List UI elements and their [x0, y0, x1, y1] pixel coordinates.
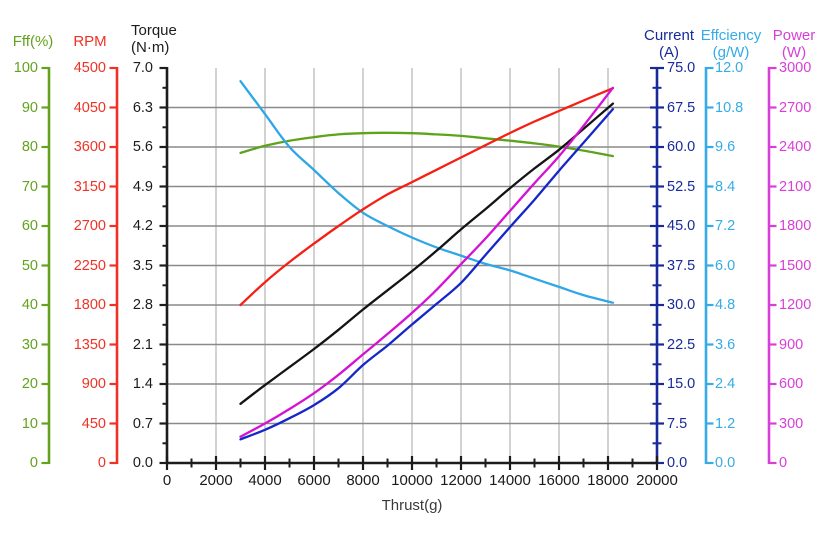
axis-torque-tick-label: 4.2 [132, 218, 153, 234]
axis-header-torque-line1: Torque [131, 22, 177, 39]
axis-efficiency-tick-label: 8.4 [715, 178, 736, 195]
series-fff-curve [239, 131, 615, 158]
axis-rpm-tick-label: 3600 [73, 139, 106, 155]
axis-current-tick-label: 52.5 [667, 178, 696, 195]
axis-efficiency-tick-label: 6.0 [715, 257, 736, 274]
axis-rpm-tick-label: 450 [81, 415, 106, 432]
axis-current-tick-label: 0.0 [667, 455, 688, 471]
axis-efficiency-tick-label: 12.0 [715, 60, 744, 76]
axis-current-tick-label: 60.0 [667, 139, 696, 155]
axis-header-rpm-line1: RPM [73, 33, 107, 50]
axis-current-tick-label: 30.0 [667, 297, 696, 313]
series-current-curve [239, 107, 615, 441]
axis-power-tick-label: 0 [779, 455, 788, 471]
axis-torque-tick-label: 6.3 [132, 99, 153, 116]
axis-torque-tick-label: 1.4 [132, 376, 153, 392]
axis-fff-tick-label: 0 [29, 455, 38, 471]
axis-efficiency-tick-label: 2.4 [715, 376, 736, 392]
axis-efficiency-tick-label: 9.6 [715, 139, 736, 155]
axis-rpm-tick-label: 4050 [73, 99, 106, 116]
axis-efficiency-tick-label: 1.2 [715, 415, 736, 432]
axis-header-power-line1: Power [772, 27, 816, 44]
x-axis-tick-label: 6000 [297, 472, 331, 489]
axis-power-tick-label: 600 [779, 376, 804, 392]
x-axis-tick-label: 18000 [587, 472, 629, 489]
axis-fff-tick-label: 20 [21, 376, 38, 392]
axis-header-torque-line2: (N·m) [131, 39, 170, 56]
series-rpm-curve [239, 87, 615, 307]
series-torque-curve [239, 102, 615, 405]
axis-header-current-line1: Current [643, 27, 695, 44]
axis-efficiency-tick-label: 4.8 [715, 297, 736, 313]
axis-current-tick-label: 75.0 [667, 60, 696, 76]
axis-fff-tick-label: 10 [21, 415, 38, 432]
axis-fff-tick-label: 90 [21, 99, 38, 116]
axis-fff-tick-label: 80 [21, 139, 38, 155]
axis-power-tick-label: 3000 [779, 60, 812, 76]
axis-fff-tick-label: 100 [13, 60, 38, 76]
axis-power-tick-label: 2100 [779, 178, 812, 195]
axis-fff-tick-label: 60 [21, 218, 38, 234]
axis-power-tick-label: 1800 [779, 218, 812, 234]
axis-power-tick-label: 2700 [779, 99, 812, 116]
axis-header-power-line2: (W) [781, 44, 807, 61]
x-axis-tick-label: 8000 [346, 472, 380, 489]
axis-rpm-tick-label: 2250 [73, 257, 106, 274]
axis-header-efficiency-line1: Effciency [700, 27, 762, 44]
axis-efficiency-tick-label: 0.0 [715, 455, 736, 471]
x-axis-title: Thrust(g) [381, 497, 443, 514]
axis-efficiency-tick-label: 10.8 [715, 99, 744, 116]
axis-header-efficiency-line2: (g/W) [712, 44, 750, 61]
axis-power-tick-label: 300 [779, 415, 804, 432]
axis-power-tick-label: 900 [779, 336, 804, 353]
axis-header-current-line2: (A) [659, 44, 679, 61]
axis-current-tick-label: 22.5 [667, 336, 696, 353]
axis-rpm-tick-label: 1350 [73, 336, 106, 353]
axis-torque-tick-label: 4.9 [132, 178, 153, 195]
axis-rpm-tick-label: 0 [97, 455, 106, 471]
axis-fff-tick-label: 70 [21, 178, 38, 195]
x-axis-tick-label: 0 [162, 472, 172, 489]
axis-power-tick-label: 1500 [779, 257, 812, 274]
axis-fff-tick-label: 40 [21, 297, 38, 313]
x-axis-tick-label: 4000 [248, 472, 282, 489]
axis-fff-tick-label: 30 [21, 336, 38, 353]
series-power-curve [239, 86, 615, 438]
axis-header-fff-line1: Fff(%) [12, 33, 54, 50]
x-axis-tick-label: 10000 [391, 472, 433, 489]
axis-torque-tick-label: 5.6 [132, 139, 153, 155]
axis-current-tick-label: 37.5 [667, 257, 696, 274]
axis-current-tick-label: 67.5 [667, 99, 696, 116]
axis-power-tick-label: 1200 [779, 297, 812, 313]
axis-torque-tick-label: 2.8 [132, 297, 153, 313]
axis-efficiency-tick-label: 3.6 [715, 336, 736, 353]
axis-rpm-tick-label: 3150 [73, 178, 106, 195]
x-axis-tick-label: 20000 [636, 472, 678, 489]
axis-rpm-tick-label: 900 [81, 376, 106, 392]
axis-power-tick-label: 2400 [779, 139, 812, 155]
axis-torque-tick-label: 0.7 [132, 415, 153, 432]
series-efficiency-curve [239, 80, 615, 304]
axis-current-tick-label: 45.0 [667, 218, 696, 234]
axis-torque-tick-label: 0.0 [132, 455, 153, 471]
axis-current-tick-label: 15.0 [667, 376, 696, 392]
x-axis-tick-label: 14000 [489, 472, 531, 489]
axis-rpm-tick-label: 2700 [73, 218, 106, 234]
axis-current-tick-label: 7.5 [667, 415, 688, 432]
axis-fff-tick-label: 50 [21, 257, 38, 274]
x-axis-tick-label: 16000 [538, 472, 580, 489]
x-axis-tick-label: 12000 [440, 472, 482, 489]
axis-torque-tick-label: 3.5 [132, 257, 153, 274]
axis-torque-tick-label: 2.1 [132, 336, 153, 353]
axis-rpm-tick-label: 1800 [73, 297, 106, 313]
x-axis-tick-label: 2000 [199, 472, 233, 489]
axis-efficiency-tick-label: 7.2 [715, 218, 736, 234]
axis-rpm-tick-label: 4500 [73, 60, 106, 76]
axis-torque-tick-label: 7.0 [132, 60, 153, 76]
